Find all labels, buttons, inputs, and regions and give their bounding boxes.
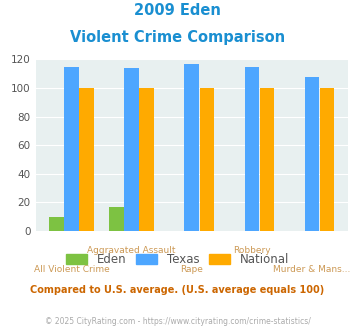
Bar <box>124 68 139 231</box>
Text: Murder & Mans...: Murder & Mans... <box>273 265 350 274</box>
Bar <box>305 77 319 231</box>
Bar <box>185 64 199 231</box>
Text: All Violent Crime: All Violent Crime <box>34 265 109 274</box>
Text: Violent Crime Comparison: Violent Crime Comparison <box>70 30 285 45</box>
Bar <box>49 217 64 231</box>
Text: Compared to U.S. average. (U.S. average equals 100): Compared to U.S. average. (U.S. average … <box>31 285 324 295</box>
Bar <box>80 88 94 231</box>
Text: Aggravated Assault: Aggravated Assault <box>87 247 176 255</box>
Bar <box>245 67 259 231</box>
Bar <box>140 88 154 231</box>
Text: Robbery: Robbery <box>233 247 271 255</box>
Text: 2009 Eden: 2009 Eden <box>134 3 221 18</box>
Bar <box>260 88 274 231</box>
Bar <box>64 67 79 231</box>
Text: Rape: Rape <box>180 265 203 274</box>
Bar <box>200 88 214 231</box>
Text: © 2025 CityRating.com - https://www.cityrating.com/crime-statistics/: © 2025 CityRating.com - https://www.city… <box>45 317 310 326</box>
Bar <box>320 88 334 231</box>
Legend: Eden, Texas, National: Eden, Texas, National <box>61 248 294 271</box>
Bar <box>109 207 124 231</box>
